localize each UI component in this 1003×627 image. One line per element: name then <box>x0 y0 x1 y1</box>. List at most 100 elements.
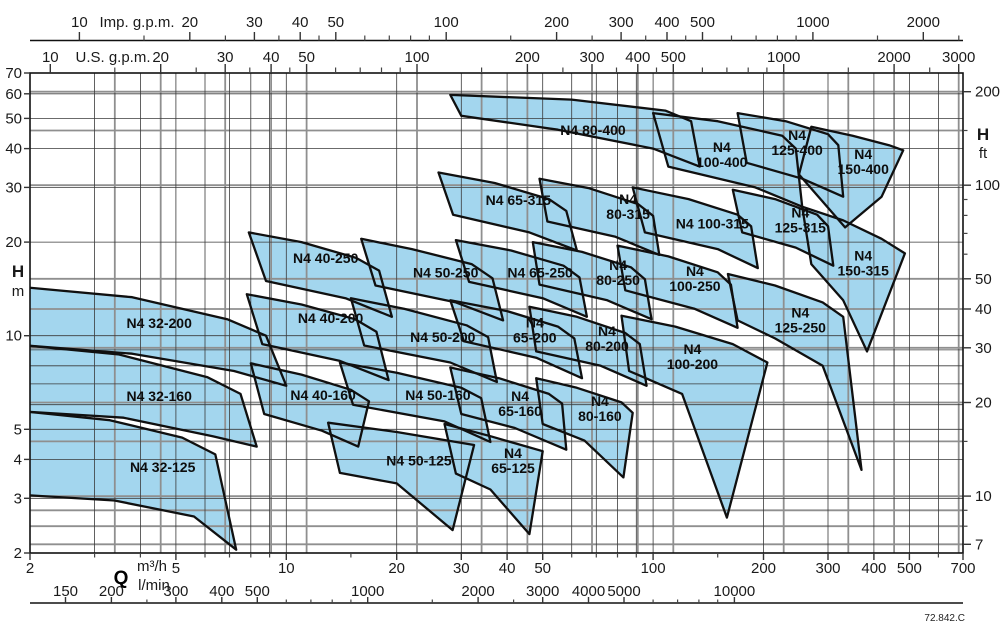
region-label: N4 40-160 <box>290 387 356 403</box>
region-n4-65-200 <box>450 300 582 379</box>
axis-unit-lmin: l/min <box>138 577 170 594</box>
tick-label: 30 <box>217 49 234 66</box>
axis-title-h: H <box>12 262 24 281</box>
tick-label: 500 <box>661 49 686 66</box>
tick-label: 150 <box>53 583 78 600</box>
tick-label: 30 <box>975 340 992 357</box>
tick-label: 10 <box>975 488 992 505</box>
tick-label: 1000 <box>767 49 800 66</box>
tick-label: 40 <box>5 141 22 158</box>
axis-title-h-right: H <box>977 125 989 144</box>
tick-label: 40 <box>292 14 309 31</box>
region-label: N4 50-160 <box>405 387 471 403</box>
tick-label: 200 <box>99 583 124 600</box>
region-n4-150-400 <box>799 126 904 228</box>
region-label: N4 100-315 <box>676 215 749 231</box>
axis-unit-m3h: m³/h <box>137 558 167 575</box>
region-label: N4 50-200 <box>410 329 476 345</box>
tick-label: 70 <box>5 65 22 82</box>
tick-label: 5 <box>172 560 180 577</box>
region-label: N4 100-200 <box>667 341 719 372</box>
region-label: N4 150-315 <box>838 247 890 278</box>
tick-label: 2 <box>26 560 34 577</box>
q-axis-title: Q <box>114 568 129 589</box>
tick-label: 3 <box>14 490 22 507</box>
region-label: N4 80-160 <box>578 393 622 424</box>
tick-label: 2000 <box>907 14 940 31</box>
tick-label: 10 <box>42 49 59 66</box>
tick-label: 300 <box>579 49 604 66</box>
tick-label: 2 <box>14 545 22 562</box>
region-label: N4 100-400 <box>696 139 748 170</box>
tick-label: 2000 <box>461 583 494 600</box>
tick-label: 1000 <box>796 14 829 31</box>
tick-label: 100 <box>975 177 1000 194</box>
region-n4-32-125 <box>30 412 237 550</box>
tick-label: 4000 <box>572 583 605 600</box>
tick-label: 400 <box>625 49 650 66</box>
region-n4-100-315 <box>632 187 758 269</box>
axis-h-ft: 7 10 20 30 40 50 100 200 Hft <box>963 84 1000 553</box>
axis-unit-ft: ft <box>979 145 988 162</box>
tick-label: 300 <box>609 14 634 31</box>
tick-label: 200 <box>515 49 540 66</box>
region-label: N4 80-200 <box>585 323 629 354</box>
tick-label: 10 <box>71 14 88 31</box>
region-n4-32-160 <box>30 345 257 447</box>
region-labels: N4 32-125 N4 32-160 N4 32-200 N4 40-160 N4 4… <box>127 122 890 476</box>
tick-label: 40 <box>499 560 516 577</box>
tick-label: 40 <box>263 49 280 66</box>
region-n4-50-125 <box>328 422 475 531</box>
tick-label: 20 <box>152 49 169 66</box>
region-n4-100-250 <box>617 245 738 328</box>
region-n4-32-200 <box>30 287 287 386</box>
tick-label: 50 <box>5 110 22 127</box>
tick-label: 30 <box>5 179 22 196</box>
region-label: N4 125-315 <box>775 204 827 235</box>
tick-label: 50 <box>534 560 551 577</box>
axis-m3h: 2 5 10 20 30 40 50 100 200 300 400 500 700 m³/h <box>26 553 976 577</box>
pump-regions-outline <box>30 93 907 551</box>
tick-label: 10 <box>278 560 295 577</box>
tick-label: 300 <box>163 583 188 600</box>
tick-label: 2000 <box>877 49 910 66</box>
axis-unit-m: m <box>12 283 25 300</box>
tick-label: 10 <box>5 328 22 345</box>
tick-label: 20 <box>5 234 22 251</box>
region-label: N4 65-160 <box>498 388 542 419</box>
region-label: N4 65-200 <box>513 314 557 345</box>
tick-label: 5000 <box>607 583 640 600</box>
tick-label: 3000 <box>526 583 559 600</box>
tick-label: 200 <box>544 14 569 31</box>
region-n4-40-250 <box>248 232 392 317</box>
region-n4-50-200 <box>350 298 497 382</box>
axis-unit-imp-gpm: Imp. g.p.m. <box>99 14 174 31</box>
tick-label: 400 <box>861 560 886 577</box>
tick-label: 3000 <box>942 49 975 66</box>
plot-frame <box>29 72 964 554</box>
tick-label: 7 <box>975 536 983 553</box>
region-n4-40-200 <box>246 294 389 381</box>
tick-label: 4 <box>14 451 22 468</box>
region-label: N4 150-400 <box>838 146 890 177</box>
tick-label: 400 <box>654 14 679 31</box>
axis-us-gpm: 10 20 30 40 50 100 200 300 400 500 1000 2000 3000 U.S… <box>42 49 975 73</box>
tick-label: 60 <box>5 86 22 103</box>
tick-label: 30 <box>453 560 470 577</box>
tick-label: 10000 <box>714 583 756 600</box>
tick-label: 100 <box>641 560 666 577</box>
tick-label: 40 <box>975 301 992 318</box>
tick-label: 50 <box>975 271 992 288</box>
region-label: N4 125-250 <box>775 304 827 335</box>
region-label: N4 80-250 <box>596 257 640 288</box>
region-label: N4 32-200 <box>127 315 193 331</box>
axis-imp-gpm: 10 20 30 40 50 100 200 300 400 500 1000 2000 Imp. g.… <box>30 14 963 42</box>
tick-label: 20 <box>181 14 198 31</box>
tick-label: 500 <box>690 14 715 31</box>
tick-label: 700 <box>950 560 975 577</box>
region-label: N4 100-250 <box>669 263 721 294</box>
region-n4-80-315 <box>539 178 660 255</box>
region-label: N4 50-250 <box>413 264 479 280</box>
tick-label: 400 <box>209 583 234 600</box>
